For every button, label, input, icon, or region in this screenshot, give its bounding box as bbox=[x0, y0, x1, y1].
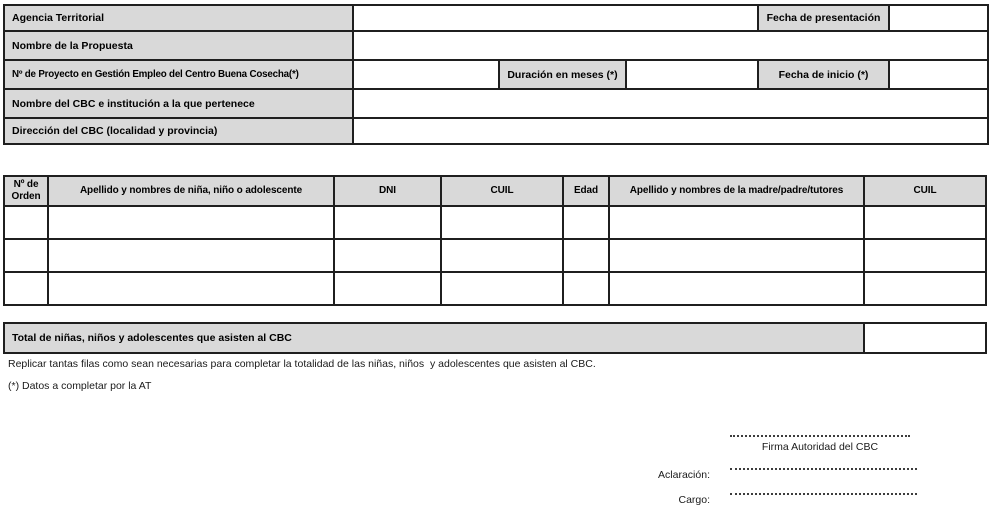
empty-cell[interactable] bbox=[440, 271, 564, 306]
fecha-inicio-value-cell[interactable] bbox=[888, 59, 990, 90]
empty-cell[interactable] bbox=[333, 271, 442, 306]
empty-cell[interactable] bbox=[863, 271, 987, 306]
total-value-cell[interactable] bbox=[863, 322, 987, 354]
empty-cell[interactable] bbox=[47, 205, 335, 240]
nombre-propuesta-label: Nombre de la Propuesta bbox=[3, 30, 354, 61]
empty-cell[interactable] bbox=[440, 205, 564, 240]
aclaracion-label: Aclaración: bbox=[658, 469, 710, 481]
empty-cell[interactable] bbox=[608, 205, 865, 240]
empty-cell[interactable] bbox=[562, 205, 610, 240]
table-row bbox=[3, 238, 987, 273]
empty-cell[interactable] bbox=[47, 271, 335, 306]
agencia-territorial-label: Agencia Territorial bbox=[3, 4, 354, 32]
aclaracion-dotted-line[interactable] bbox=[730, 458, 917, 470]
total-row: Total de niñas, niños y adolescentes que… bbox=[3, 322, 987, 354]
nombre-cbc-value-cell[interactable] bbox=[351, 88, 990, 119]
nombre-cbc-label: Nombre del CBC e institución a la que pe… bbox=[3, 88, 354, 119]
attendees-table: Nº de Orden Apellido y nombres de niña, … bbox=[3, 175, 987, 306]
empty-cell[interactable] bbox=[3, 238, 49, 273]
table-row bbox=[3, 271, 987, 306]
numero-proyecto-label: Nº de Proyecto en Gestión Empleo del Cen… bbox=[3, 59, 354, 90]
col-header-numero-orden: Nº de Orden bbox=[3, 175, 49, 207]
direccion-cbc-value-cell[interactable] bbox=[351, 117, 990, 145]
empty-cell[interactable] bbox=[3, 205, 49, 240]
table-row bbox=[3, 205, 987, 240]
firma-dotted-line[interactable] bbox=[730, 425, 910, 437]
cargo-label: Cargo: bbox=[678, 494, 710, 506]
col-header-apellido-nna: Apellido y nombres de niña, niño o adole… bbox=[47, 175, 335, 207]
cargo-dotted-line[interactable] bbox=[730, 483, 917, 495]
fecha-presentacion-value-cell[interactable] bbox=[888, 4, 990, 32]
numero-proyecto-value-cell[interactable] bbox=[352, 59, 500, 90]
fecha-presentacion-label: Fecha de presentación bbox=[757, 4, 891, 32]
col-header-apellido-tutores: Apellido y nombres de la madre/padre/tut… bbox=[608, 175, 865, 207]
empty-cell[interactable] bbox=[608, 271, 865, 306]
empty-cell[interactable] bbox=[562, 238, 610, 273]
duracion-meses-label: Duración en meses (*) bbox=[498, 59, 627, 90]
firma-autoridad-label: Firma Autoridad del CBC bbox=[761, 441, 879, 453]
empty-cell[interactable] bbox=[47, 238, 335, 273]
direccion-cbc-label: Dirección del CBC (localidad y provincia… bbox=[3, 117, 354, 145]
empty-cell[interactable] bbox=[562, 271, 610, 306]
agencia-territorial-value-cell[interactable] bbox=[351, 4, 760, 32]
empty-cell[interactable] bbox=[333, 205, 442, 240]
empty-cell[interactable] bbox=[863, 238, 987, 273]
empty-cell[interactable] bbox=[333, 238, 442, 273]
empty-cell[interactable] bbox=[863, 205, 987, 240]
note-datos-at: (*) Datos a completar por la AT bbox=[8, 380, 152, 392]
empty-cell[interactable] bbox=[3, 271, 49, 306]
col-header-cuil-tutores: CUIL bbox=[863, 175, 987, 207]
col-header-dni: DNI bbox=[333, 175, 442, 207]
col-header-edad: Edad bbox=[562, 175, 610, 207]
empty-cell[interactable] bbox=[440, 238, 564, 273]
empty-cell[interactable] bbox=[608, 238, 865, 273]
col-header-cuil: CUIL bbox=[440, 175, 564, 207]
nombre-propuesta-value-cell[interactable] bbox=[351, 30, 990, 61]
project-info-table: Agencia Territorial Fecha de presentació… bbox=[3, 4, 990, 145]
total-label: Total de niñas, niños y adolescentes que… bbox=[3, 322, 865, 354]
duracion-meses-value-cell[interactable] bbox=[624, 59, 760, 90]
fecha-inicio-label: Fecha de inicio (*) bbox=[757, 59, 891, 90]
note-replicar-filas: Replicar tantas filas como sean necesari… bbox=[8, 358, 596, 370]
